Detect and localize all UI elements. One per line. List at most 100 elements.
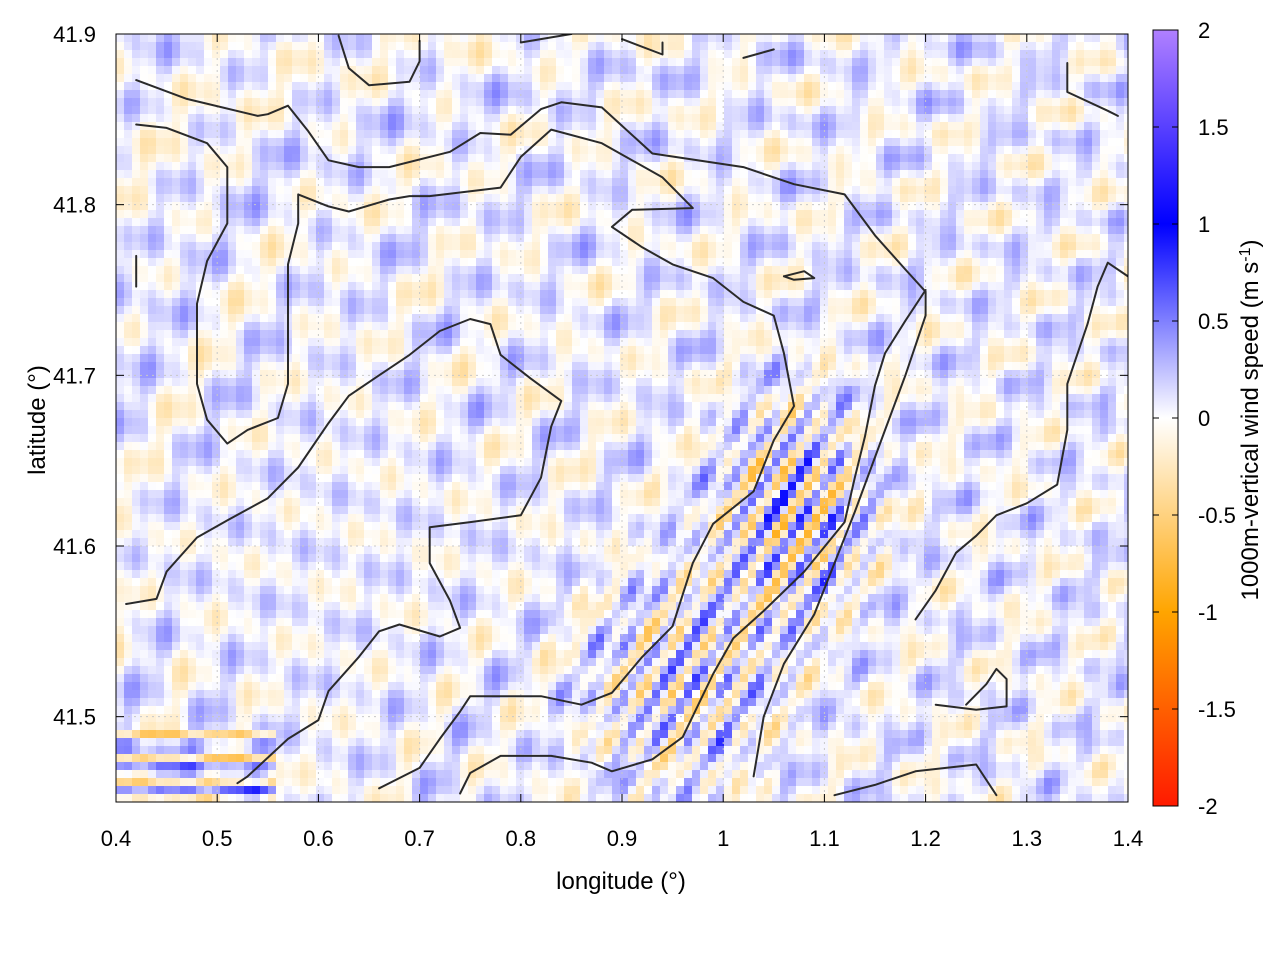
heatmap-cell [372,106,380,114]
heatmap-cell [620,314,628,322]
heatmap-cell [276,266,284,274]
heatmap-cell [1036,250,1044,258]
heatmap-cell [308,282,316,290]
heatmap-cell [796,122,804,130]
heatmap-cell [988,82,996,90]
heatmap-cell [556,146,564,154]
heatmap-cell [188,314,196,322]
heatmap-cell [924,202,932,210]
heatmap-cell [572,274,580,282]
heatmap-cell [788,274,796,282]
heatmap-cell [116,58,124,66]
heatmap-cell [308,202,316,210]
heatmap-cell [412,210,420,218]
heatmap-cell [916,82,924,90]
heatmap-cell [556,178,564,186]
heatmap-cell [348,242,356,250]
heatmap-cell [620,66,628,74]
heatmap-cell [220,138,228,146]
heatmap-cell [228,138,236,146]
heatmap-cell [1116,58,1124,66]
heatmap-cell [732,178,740,186]
heatmap-cell [732,226,740,234]
heatmap-cell [604,146,612,154]
heatmap-cell [564,154,572,162]
heatmap-cell [548,114,556,122]
heatmap-cell [780,138,788,146]
heatmap-cell [580,226,588,234]
heatmap-cell [364,74,372,82]
heatmap-cell [372,146,380,154]
heatmap-cell [468,170,476,178]
heatmap-cell [1028,66,1036,74]
heatmap-cell [572,66,580,74]
heatmap-cell [220,146,228,154]
heatmap-cell [908,114,916,122]
heatmap-cell [292,322,300,330]
heatmap-cell [188,42,196,50]
heatmap-cell [876,330,884,338]
heatmap-cell [396,322,404,330]
heatmap-cell [228,66,236,74]
heatmap-cell [404,74,412,82]
heatmap-cell [356,154,364,162]
heatmap-cell [228,34,236,42]
heatmap-cell [604,218,612,226]
heatmap-cell [188,290,196,298]
heatmap-cell [532,50,540,58]
heatmap-cell [916,322,924,330]
heatmap-cell [540,122,548,130]
heatmap-cell [228,82,236,90]
heatmap-cell [332,226,340,234]
heatmap-cell [1100,234,1108,242]
heatmap-cell [668,234,676,242]
heatmap-cell [332,306,340,314]
heatmap-cell [900,274,908,282]
heatmap-cell [748,82,756,90]
heatmap-cell [972,106,980,114]
heatmap-cell [156,146,164,154]
heatmap-cell [868,218,876,226]
heatmap-cell [612,106,620,114]
heatmap-cell [436,178,444,186]
heatmap-cell [260,306,268,314]
heatmap-cell [724,202,732,210]
heatmap-cell [1092,242,1100,250]
heatmap-cell [1036,170,1044,178]
heatmap-cell [500,322,508,330]
heatmap-cell [588,154,596,162]
heatmap-cell [300,42,308,50]
heatmap-cell [1060,50,1068,58]
heatmap-cell [948,194,956,202]
heatmap-cell [676,74,684,82]
heatmap-cell [1068,106,1076,114]
heatmap-cell [884,282,892,290]
heatmap-cell [388,66,396,74]
heatmap-cell [1092,274,1100,282]
heatmap-cell [828,290,836,298]
heatmap-cell [140,258,148,266]
heatmap-cell [572,242,580,250]
heatmap-cell [812,258,820,266]
heatmap-cell [852,58,860,66]
heatmap-cell [1012,314,1020,322]
heatmap-cell [228,130,236,138]
heatmap-cell [868,34,876,42]
heatmap-cell [724,130,732,138]
heatmap-cell [180,322,188,330]
heatmap-cell [124,146,132,154]
heatmap-cell [540,106,548,114]
heatmap-cell [620,330,628,338]
heatmap-cell [836,210,844,218]
heatmap-cell [700,58,708,66]
heatmap-cell [300,210,308,218]
heatmap-cell [580,242,588,250]
heatmap-cell [340,74,348,82]
heatmap-cell [212,250,220,258]
heatmap-cell [516,242,524,250]
heatmap-cell [1108,42,1116,50]
heatmap-cell [852,274,860,282]
heatmap-cell [620,42,628,50]
heatmap-cell [228,226,236,234]
heatmap-cell [148,66,156,74]
